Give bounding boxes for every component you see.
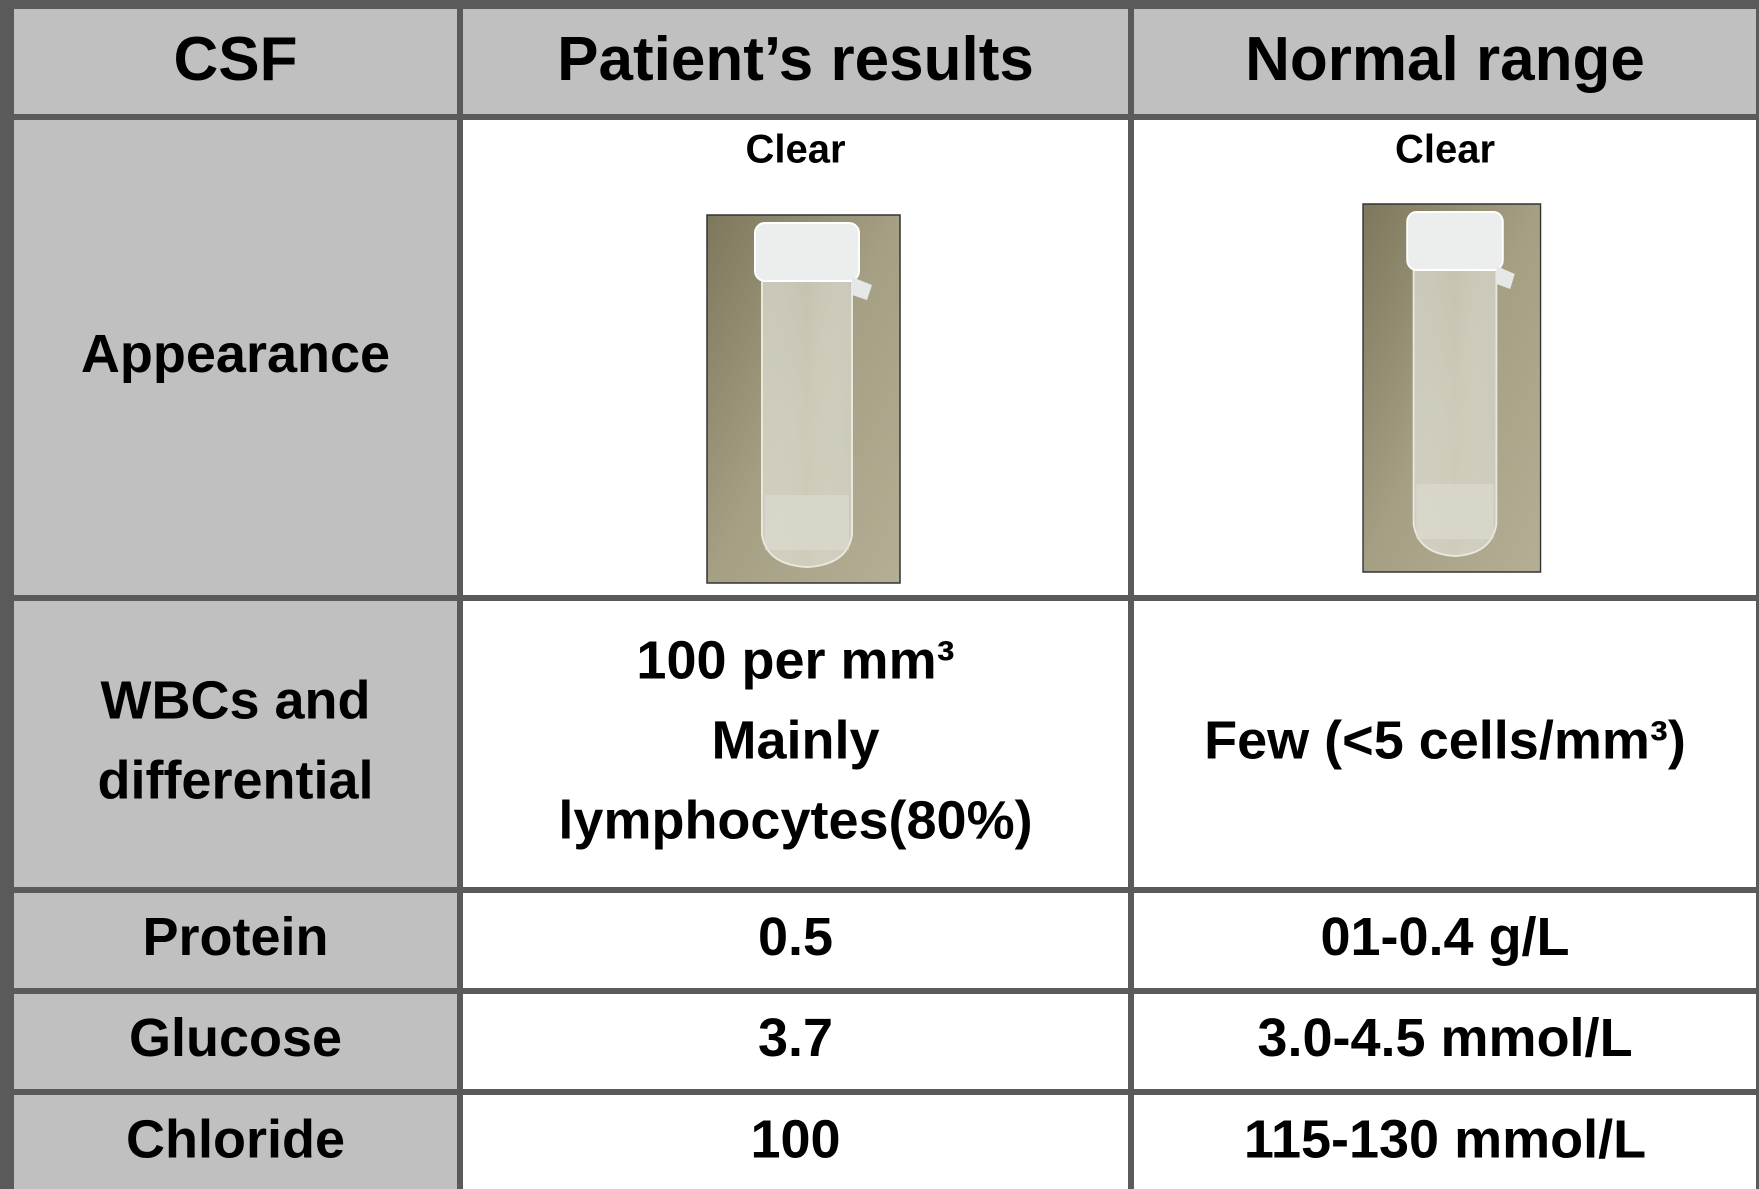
row-label: WBCs and <box>101 670 371 730</box>
cell-text: Clear <box>745 128 845 172</box>
cell-text: 3.0-4.5 mmol/L <box>1257 1008 1632 1068</box>
row-label-cell <box>14 601 457 887</box>
cell-text: 115-130 mmol/L <box>1244 1109 1646 1169</box>
row-label: Glucose <box>129 1008 342 1068</box>
patient-tube-photo <box>707 215 900 583</box>
cell-text: 100 per mm³ <box>636 630 954 690</box>
header-text: CSF <box>174 25 298 94</box>
cell-text: 100 <box>750 1109 840 1169</box>
row-label: Chloride <box>126 1109 345 1169</box>
cell-text: 3.7 <box>758 1008 833 1068</box>
page: CSF Patient’s results Normal range Appearan… <box>0 0 1759 1189</box>
normal-tube-photo <box>1363 204 1541 572</box>
cell-text: 01-0.4 g/L <box>1320 907 1569 967</box>
cell-text: Clear <box>1395 128 1495 172</box>
row-label: differential <box>97 750 373 810</box>
cell-text: Mainly <box>711 710 879 770</box>
cell-text: 0.5 <box>758 907 833 967</box>
header-text: Patient’s results <box>557 25 1034 94</box>
cell-text: Few (<5 cells/mm³) <box>1204 710 1686 770</box>
row-label: Protein <box>142 907 328 967</box>
header-text: Normal range <box>1245 25 1645 94</box>
cell-text: lymphocytes(80%) <box>558 790 1032 850</box>
csf-table: CSF Patient’s results Normal range Appearan… <box>0 0 1759 1189</box>
row-label: Appearance <box>81 324 390 384</box>
